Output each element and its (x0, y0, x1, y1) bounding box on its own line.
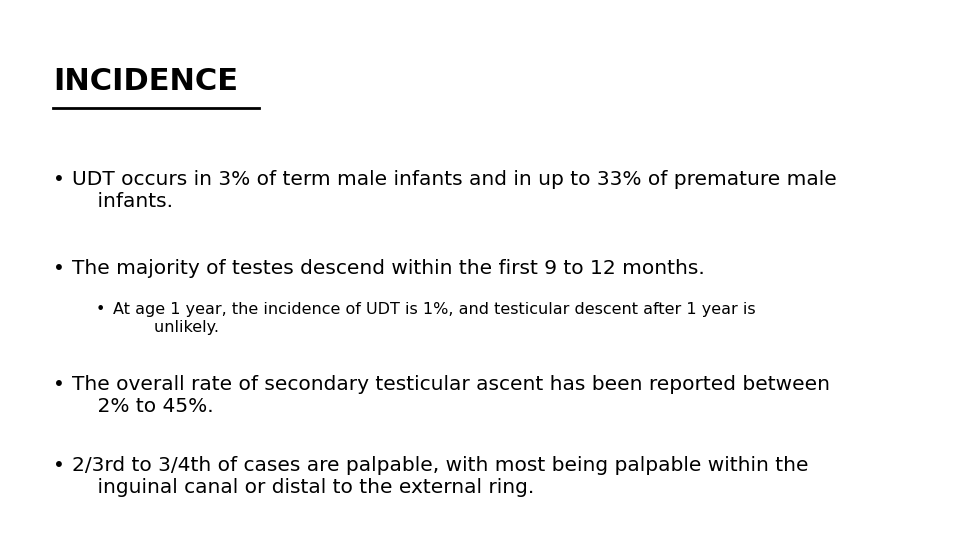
Text: 2/3rd to 3/4th of cases are palpable, with most being palpable within the
    in: 2/3rd to 3/4th of cases are palpable, wi… (72, 456, 808, 497)
Text: •: • (53, 259, 64, 278)
Text: INCIDENCE: INCIDENCE (53, 68, 238, 97)
Text: •: • (96, 302, 106, 318)
Text: •: • (53, 375, 64, 394)
Text: •: • (53, 456, 64, 475)
Text: At age 1 year, the incidence of UDT is 1%, and testicular descent after 1 year i: At age 1 year, the incidence of UDT is 1… (113, 302, 756, 335)
Text: The majority of testes descend within the first 9 to 12 months.: The majority of testes descend within th… (72, 259, 705, 278)
Text: •: • (53, 170, 64, 189)
Text: The overall rate of secondary testicular ascent has been reported between
    2%: The overall rate of secondary testicular… (72, 375, 830, 416)
Text: UDT occurs in 3% of term male infants and in up to 33% of premature male
    inf: UDT occurs in 3% of term male infants an… (72, 170, 837, 211)
